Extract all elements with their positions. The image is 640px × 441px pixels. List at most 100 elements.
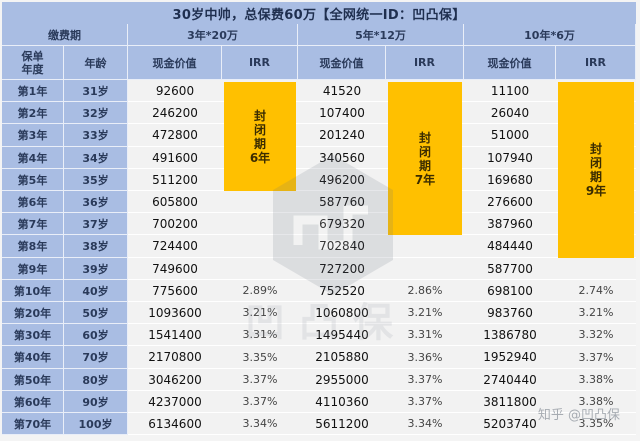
policy-year-cell: 第60年 xyxy=(2,391,64,413)
irr-cell: 3.37% xyxy=(386,391,464,413)
cash-value-cell: 2740440 xyxy=(464,369,556,391)
irr-cell xyxy=(386,235,464,258)
cash-value-cell: 92600 xyxy=(128,80,222,102)
cash-value-cell: 587760 xyxy=(298,191,386,213)
policy-year-cell: 第3年 xyxy=(2,124,64,147)
policy-year-cell: 第50年 xyxy=(2,369,64,391)
plan-header: 10年*6万 xyxy=(464,24,636,46)
policy-year-cell: 第9年 xyxy=(2,258,64,280)
table-title: 30岁中帅，总保费60万【全网统一ID：凹凸保】 xyxy=(2,2,636,24)
age-cell: 38岁 xyxy=(64,235,128,258)
cash-value-cell: 2955000 xyxy=(298,369,386,391)
age-cell: 100岁 xyxy=(64,413,128,435)
irr-cell xyxy=(222,258,298,280)
cash-value-cell: 472800 xyxy=(128,124,222,147)
policy-year-cell: 第6年 xyxy=(2,191,64,213)
lockup-period-block: 封闭期 7年 xyxy=(388,82,462,235)
age-cell: 32岁 xyxy=(64,102,128,124)
cash-value-cell: 107400 xyxy=(298,102,386,124)
irr-cell: 3.35% xyxy=(556,413,636,435)
policy-year-cell: 第40年 xyxy=(2,346,64,369)
age-cell: 36岁 xyxy=(64,191,128,213)
age-cell: 60岁 xyxy=(64,324,128,346)
irr-cell: 2.74% xyxy=(556,280,636,302)
age-cell: 39岁 xyxy=(64,258,128,280)
cash-value-cell: 491600 xyxy=(128,147,222,169)
cash-value-cell: 169680 xyxy=(464,169,556,191)
cash-value-cell: 724400 xyxy=(128,235,222,258)
irr-cell: 3.31% xyxy=(222,324,298,346)
age-header: 年龄 xyxy=(64,46,128,80)
cash-value-cell: 11100 xyxy=(464,80,556,102)
irr-cell: 3.34% xyxy=(386,413,464,435)
plan-header: 3年*20万 xyxy=(128,24,298,46)
cash-value-cell: 387960 xyxy=(464,213,556,235)
lockup-text: 封 xyxy=(418,130,431,145)
irr-cell xyxy=(222,191,298,213)
cash-value-cell: 1952940 xyxy=(464,346,556,369)
cash-value-cell: 1060800 xyxy=(298,302,386,324)
lockup-text: 9年 xyxy=(585,184,607,198)
lockup-text: 闭 xyxy=(418,144,431,159)
lockup-period-block: 封闭期 6年 xyxy=(224,82,296,191)
cash-value-cell: 26040 xyxy=(464,102,556,124)
irr-cell: 3.21% xyxy=(556,302,636,324)
cash-value-cell: 6134600 xyxy=(128,413,222,435)
age-cell: 70岁 xyxy=(64,346,128,369)
irr-cell: 3.35% xyxy=(222,346,298,369)
lockup-text: 封 xyxy=(589,142,602,156)
irr-cell xyxy=(222,235,298,258)
irr-cell xyxy=(556,258,636,280)
age-cell: 34岁 xyxy=(64,147,128,169)
cash-value-cell: 3046200 xyxy=(128,369,222,391)
age-cell: 80岁 xyxy=(64,369,128,391)
cash-value-cell: 201240 xyxy=(298,124,386,147)
cash-value-cell: 679320 xyxy=(298,213,386,235)
cash-value-cell: 107940 xyxy=(464,147,556,169)
cash-value-cell: 749600 xyxy=(128,258,222,280)
lockup-text: 期 xyxy=(418,158,431,173)
age-cell: 33岁 xyxy=(64,124,128,147)
lockup-period-block: 封闭期 9年 xyxy=(558,82,634,258)
cash-value-cell: 5203740 xyxy=(464,413,556,435)
irr-header: IRR xyxy=(556,46,636,80)
cash-value-cell: 511200 xyxy=(128,169,222,191)
cash-value-cell: 3811800 xyxy=(464,391,556,413)
policy-year-cell: 第20年 xyxy=(2,302,64,324)
irr-cell: 3.31% xyxy=(386,324,464,346)
age-cell: 37岁 xyxy=(64,213,128,235)
cash-value-cell: 4110360 xyxy=(298,391,386,413)
cash-value-cell: 496200 xyxy=(298,169,386,191)
cash-value-cell: 2105880 xyxy=(298,346,386,369)
irr-cell: 3.38% xyxy=(556,391,636,413)
policy-year-cell: 第2年 xyxy=(2,102,64,124)
irr-cell: 3.32% xyxy=(556,324,636,346)
irr-header: IRR xyxy=(222,46,298,80)
lockup-text: 闭 xyxy=(253,122,266,137)
irr-header: IRR xyxy=(386,46,464,80)
lockup-text: 期 xyxy=(253,136,266,151)
cash-value-cell: 1495440 xyxy=(298,324,386,346)
cash-value-cell: 2170800 xyxy=(128,346,222,369)
age-cell: 50岁 xyxy=(64,302,128,324)
cash-value-header: 现金价值 xyxy=(298,46,386,80)
cash-value-header: 现金价值 xyxy=(128,46,222,80)
irr-cell: 3.34% xyxy=(222,413,298,435)
policy-year-cell: 第10年 xyxy=(2,280,64,302)
policy-year-cell: 第5年 xyxy=(2,169,64,191)
payment-period-header: 缴费期 xyxy=(2,24,128,46)
cash-value-cell: 702840 xyxy=(298,235,386,258)
irr-cell: 2.86% xyxy=(386,280,464,302)
policy-year-cell: 第1年 xyxy=(2,80,64,102)
lockup-text: 7年 xyxy=(414,172,436,187)
cash-value-cell: 484440 xyxy=(464,235,556,258)
policy-year-cell: 第30年 xyxy=(2,324,64,346)
irr-cell: 3.36% xyxy=(386,346,464,369)
cash-value-cell: 752520 xyxy=(298,280,386,302)
irr-cell: 3.37% xyxy=(556,346,636,369)
lockup-text: 6年 xyxy=(249,150,271,165)
cash-value-cell: 775600 xyxy=(128,280,222,302)
cash-value-cell: 698100 xyxy=(464,280,556,302)
cash-value-cell: 41520 xyxy=(298,80,386,102)
